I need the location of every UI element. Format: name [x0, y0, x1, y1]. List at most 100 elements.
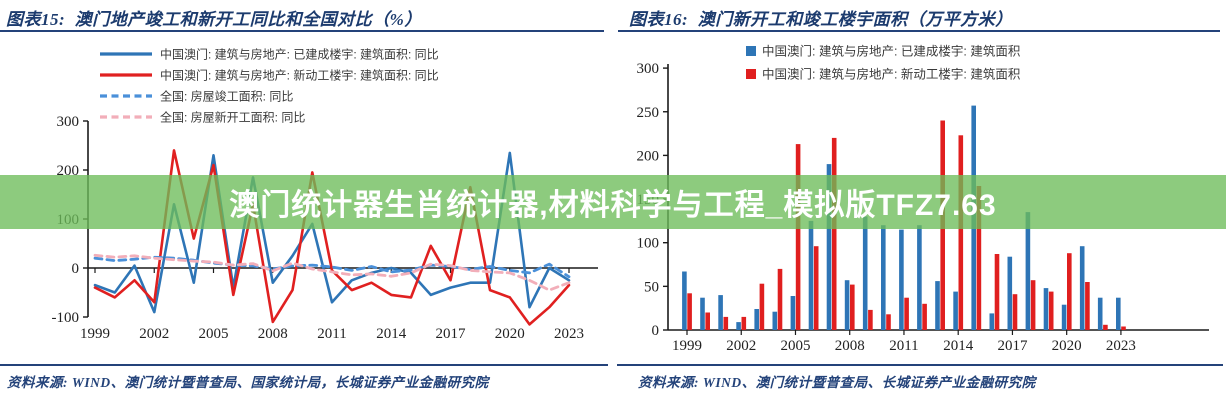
bar-completed-2014 [953, 291, 958, 330]
figure-16-title-text: 澳门新开工和竣工楼宇面积（万平方米） [697, 10, 1013, 29]
x-tick-label: 1999 [80, 326, 110, 342]
bar-completed-2004 [772, 311, 778, 330]
bar-completed-2005 [790, 296, 796, 330]
bar-newstarts-2007 [831, 137, 837, 330]
bar-completed-2018 [1025, 212, 1031, 330]
bar-completed-2016 [989, 313, 995, 330]
x-tick-label: 2005 [199, 326, 229, 342]
bar-newstarts-2016 [994, 254, 1000, 330]
bar-chart-svg: 0501001502002503001999200220052008201120… [637, 44, 1209, 354]
y-tick-label: 0 [72, 261, 80, 277]
watermark-banner-text: 澳门统计器生肖统计器,材料科学与工程_模拟版TFZ7.63 [229, 189, 997, 222]
legend-label: 中国澳门: 建筑与房地产: 已建成楼宇: 建筑面积 [762, 44, 1020, 59]
bar-newstarts-2003 [759, 283, 765, 330]
bar-completed-2017 [1007, 256, 1013, 330]
x-tick-label: 2002 [726, 338, 756, 354]
figure-16-title: 图表16: 澳门新开工和竣工楼宇面积（万平方米） [629, 5, 1218, 30]
bar-completed-2008 [844, 280, 850, 330]
x-tick-label: 2011 [317, 326, 346, 342]
bar-completed-2021 [1079, 246, 1085, 330]
y-tick-label: 0 [652, 323, 660, 339]
bar-completed-2010 [881, 225, 886, 330]
legend-label: 中国澳门: 建筑与房地产: 新动工楼宇: 建筑面积: 同比 [160, 68, 439, 83]
y-tick-label: 300 [637, 61, 660, 77]
bar-completed-2020 [1061, 304, 1067, 330]
figure-15-title-text: 澳门地产竣工和新开工同比和全国对比（%） [74, 10, 422, 29]
bar-newstarts-2023 [1121, 326, 1126, 330]
bar-completed-2001 [718, 295, 723, 330]
x-tick-label: 2014 [376, 326, 407, 342]
bar-newstarts-2022 [1103, 324, 1108, 330]
y-tick-label: 50 [644, 279, 659, 295]
bar-completed-2009 [862, 216, 868, 330]
figure-16-source-rule [617, 364, 1223, 366]
x-tick-label: 2020 [1052, 338, 1082, 354]
figure-15-title-rule [0, 30, 604, 32]
legend-label: 中国澳门: 建筑与房地产: 已建成楼宇: 建筑面积: 同比 [160, 47, 439, 62]
legend-label: 中国澳门: 建筑与房地产: 新动工楼宇: 建筑面积 [762, 67, 1020, 82]
bar-newstarts-2005 [795, 144, 801, 330]
watermark-banner: 澳门统计器生肖统计器,材料科学与工程_模拟版TFZ7.63 [0, 175, 1226, 229]
y-tick-label: 300 [57, 114, 80, 130]
bar-completed-2007 [826, 164, 832, 330]
y-tick-label: 200 [637, 148, 660, 164]
line-series-1 [93, 149, 571, 326]
bar-newstarts-2014 [958, 135, 964, 330]
bar-newstarts-2002 [741, 316, 747, 330]
bar-completed-2013 [935, 281, 940, 330]
x-tick-label: 2023 [1106, 338, 1136, 354]
bar-completed-2002 [736, 322, 741, 330]
x-tick-label: 2020 [495, 326, 525, 342]
x-tick-label: 1999 [672, 338, 702, 354]
bar-newstarts-2019 [1048, 291, 1054, 330]
figure-16-label: 图表16: [629, 10, 689, 29]
bar-completed-2000 [700, 297, 705, 330]
x-tick-label: 2005 [780, 338, 810, 354]
figure-16-source: 资料来源: WIND、澳门统计暨普查局、长城证券产业金融研究院 [638, 375, 1036, 390]
bar-completed-2023 [1116, 297, 1121, 330]
figure-15-label: 图表15: [6, 10, 66, 29]
legend-swatch [746, 69, 756, 79]
bar-newstarts-2001 [723, 316, 729, 330]
figure-15-source-rule [0, 364, 608, 366]
legend-swatch [746, 46, 756, 56]
figure-16-title-rule [618, 30, 1220, 32]
legend-label: 全国: 房屋新开工面积: 同比 [160, 110, 305, 125]
x-tick-label: 2017 [436, 326, 467, 342]
x-tick-label: 2017 [997, 338, 1027, 354]
bar-newstarts-2012 [922, 303, 927, 330]
x-tick-label: 2014 [943, 338, 974, 354]
bar-newstarts-2000 [705, 312, 710, 330]
x-tick-label: 2011 [889, 338, 918, 354]
bar-completed-2022 [1097, 297, 1103, 330]
bar-newstarts-2009 [868, 309, 873, 330]
bar-completed-2012 [917, 225, 922, 330]
y-tick-label: 100 [637, 236, 660, 252]
x-tick-label: 2023 [554, 326, 584, 342]
line-series-3 [93, 253, 571, 292]
y-tick-label: 250 [637, 105, 660, 121]
y-tick-label: -100 [52, 310, 80, 326]
line-series-2 [93, 255, 571, 279]
x-tick-label: 2008 [258, 326, 288, 342]
legend-label: 全国: 房屋竣工面积: 同比 [160, 89, 293, 104]
bar-newstarts-2017 [1012, 294, 1018, 330]
bar-completed-2003 [754, 309, 759, 330]
bar-newstarts-2011 [904, 297, 909, 330]
bar-completed-2011 [899, 229, 904, 330]
figure-15-title: 图表15: 澳门地产竣工和新开工同比和全国对比（%） [6, 5, 605, 30]
x-tick-label: 2008 [835, 338, 865, 354]
bar-completed-2019 [1043, 288, 1049, 330]
figure-16-panel: 图表16: 澳门新开工和竣工楼宇面积（万平方米） 050100150200250… [613, 0, 1226, 400]
bar-newstarts-2008 [850, 284, 855, 330]
bar-newstarts-2021 [1085, 282, 1090, 330]
bar-newstarts-2006 [813, 246, 819, 330]
bar-newstarts-2004 [777, 268, 783, 330]
bar-newstarts-2015 [976, 186, 982, 330]
bar-newstarts-2018 [1030, 280, 1036, 330]
bar-newstarts-2020 [1067, 253, 1072, 330]
figure-15-source: 资料来源: WIND、澳门统计暨普查局、国家统计局，长城证券产业金融研究院 [7, 375, 489, 390]
bar-newstarts-1999 [687, 293, 692, 330]
bar-completed-1999 [682, 271, 687, 330]
